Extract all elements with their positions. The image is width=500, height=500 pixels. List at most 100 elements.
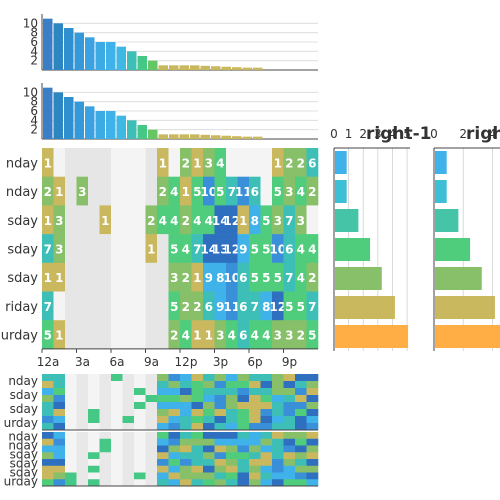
heatmap-cell [260, 432, 273, 440]
heatmap-cell [168, 472, 181, 480]
heatmap-cell [191, 472, 204, 480]
heatmap-cell [283, 176, 296, 206]
heatmap-cell [306, 445, 319, 453]
heatmap-cell [295, 381, 307, 389]
heatmap-cell [42, 409, 54, 417]
heatmap-cell [157, 262, 169, 292]
heatmap-cell [237, 423, 250, 431]
heatmap-cell [306, 262, 319, 292]
cell-label: 4 [297, 185, 305, 199]
heatmap-cell [42, 432, 54, 440]
heatmap-cell [191, 465, 204, 473]
heatmap-cell [226, 423, 238, 431]
heatmap-cell [76, 262, 89, 292]
cell-label: 8 [262, 300, 270, 314]
heatmap-cell [180, 320, 192, 350]
cell-label: 3 [55, 242, 63, 256]
heatmap-cell [283, 445, 296, 453]
x-tick-label: 4 [389, 127, 397, 141]
heatmap-cell [122, 388, 135, 396]
heatmap-cell [99, 381, 112, 389]
bar [74, 101, 84, 139]
heatmap-cell [180, 479, 192, 487]
heatmap-cell [191, 205, 204, 235]
heatmap-cell [134, 320, 146, 350]
heatmap-cell [295, 320, 307, 350]
heatmap-cell [111, 234, 123, 264]
x-tick-label: 2 [459, 127, 467, 141]
heatmap-cell [260, 416, 273, 424]
heatmap-cell [53, 374, 66, 382]
heatmap-cell [122, 472, 135, 480]
heatmap-cell [76, 234, 89, 264]
heatmap-cell [214, 423, 227, 431]
bar [335, 238, 371, 261]
heatmap-cell [42, 465, 54, 473]
heatmap-cell [260, 423, 273, 431]
heatmap-cell [168, 320, 181, 350]
heatmap-cell [203, 320, 215, 350]
cell-label: 4 [182, 242, 190, 256]
heatmap-cell [65, 176, 77, 206]
heatmap-cell [180, 291, 192, 321]
heatmap-cell [283, 459, 296, 467]
heatmap-cell [283, 234, 296, 264]
heatmap-cell [111, 479, 123, 487]
heatmap-cell [283, 452, 296, 460]
heatmap-cell [76, 205, 89, 235]
heatmap-cell [249, 479, 261, 487]
heatmap-cell [180, 374, 192, 382]
x-tick-label: 0 [330, 127, 338, 141]
heatmap-cell [180, 445, 192, 453]
bar [335, 325, 409, 348]
heatmap-cell [168, 479, 181, 487]
heatmap-cell [122, 479, 135, 487]
heatmap-cell [283, 388, 296, 396]
heatmap-cell [122, 320, 135, 350]
heatmap-cell [226, 409, 238, 417]
heatmap-cell [42, 445, 54, 453]
heatmap-cell [53, 402, 66, 410]
heatmap-cell [260, 148, 273, 177]
cell-label: 6 [239, 329, 247, 343]
heatmap-cell [42, 459, 54, 467]
heatmap-cell [191, 262, 204, 292]
heatmap-cell [122, 205, 135, 235]
heatmap-cell [260, 234, 273, 264]
heatmap-cell [180, 262, 192, 292]
heatmap-cell [145, 176, 158, 206]
heatmap-cell [88, 320, 100, 350]
heatmap-cell [295, 205, 307, 235]
bar [221, 135, 231, 139]
heatmap-cell [65, 148, 77, 177]
cell-label: 4 [297, 271, 305, 285]
heatmap-cell [134, 423, 146, 431]
heatmap-cell [214, 438, 227, 446]
cell-label: 6 [285, 242, 293, 256]
cell-label: 1 [44, 156, 52, 170]
x-tick-label: 3p [213, 355, 228, 369]
heatmap-cell [168, 148, 181, 177]
heatmap-cell [65, 438, 77, 446]
heatmap-cell [180, 416, 192, 424]
heatmap-cell [272, 432, 284, 440]
heatmap-cell [168, 416, 181, 424]
cell-label: 2 [159, 185, 167, 199]
heatmap-cell [203, 459, 215, 467]
row-label: nday [6, 156, 38, 171]
heatmap-cell [237, 409, 250, 417]
heatmap-cell [295, 374, 307, 382]
cell-label: 3 [170, 271, 178, 285]
bar [85, 37, 95, 70]
heatmap-cell [237, 374, 250, 382]
cell-label: 4 [193, 214, 201, 228]
heatmap-cell [260, 452, 273, 460]
x-tick-label: 9p [282, 355, 297, 369]
heatmap-cell [260, 409, 273, 417]
heatmap-cell [42, 479, 54, 487]
heatmap-cell [295, 472, 307, 480]
cell-label: 2 [193, 300, 201, 314]
heatmap-cell [306, 472, 319, 480]
heatmap-cell [272, 262, 284, 292]
